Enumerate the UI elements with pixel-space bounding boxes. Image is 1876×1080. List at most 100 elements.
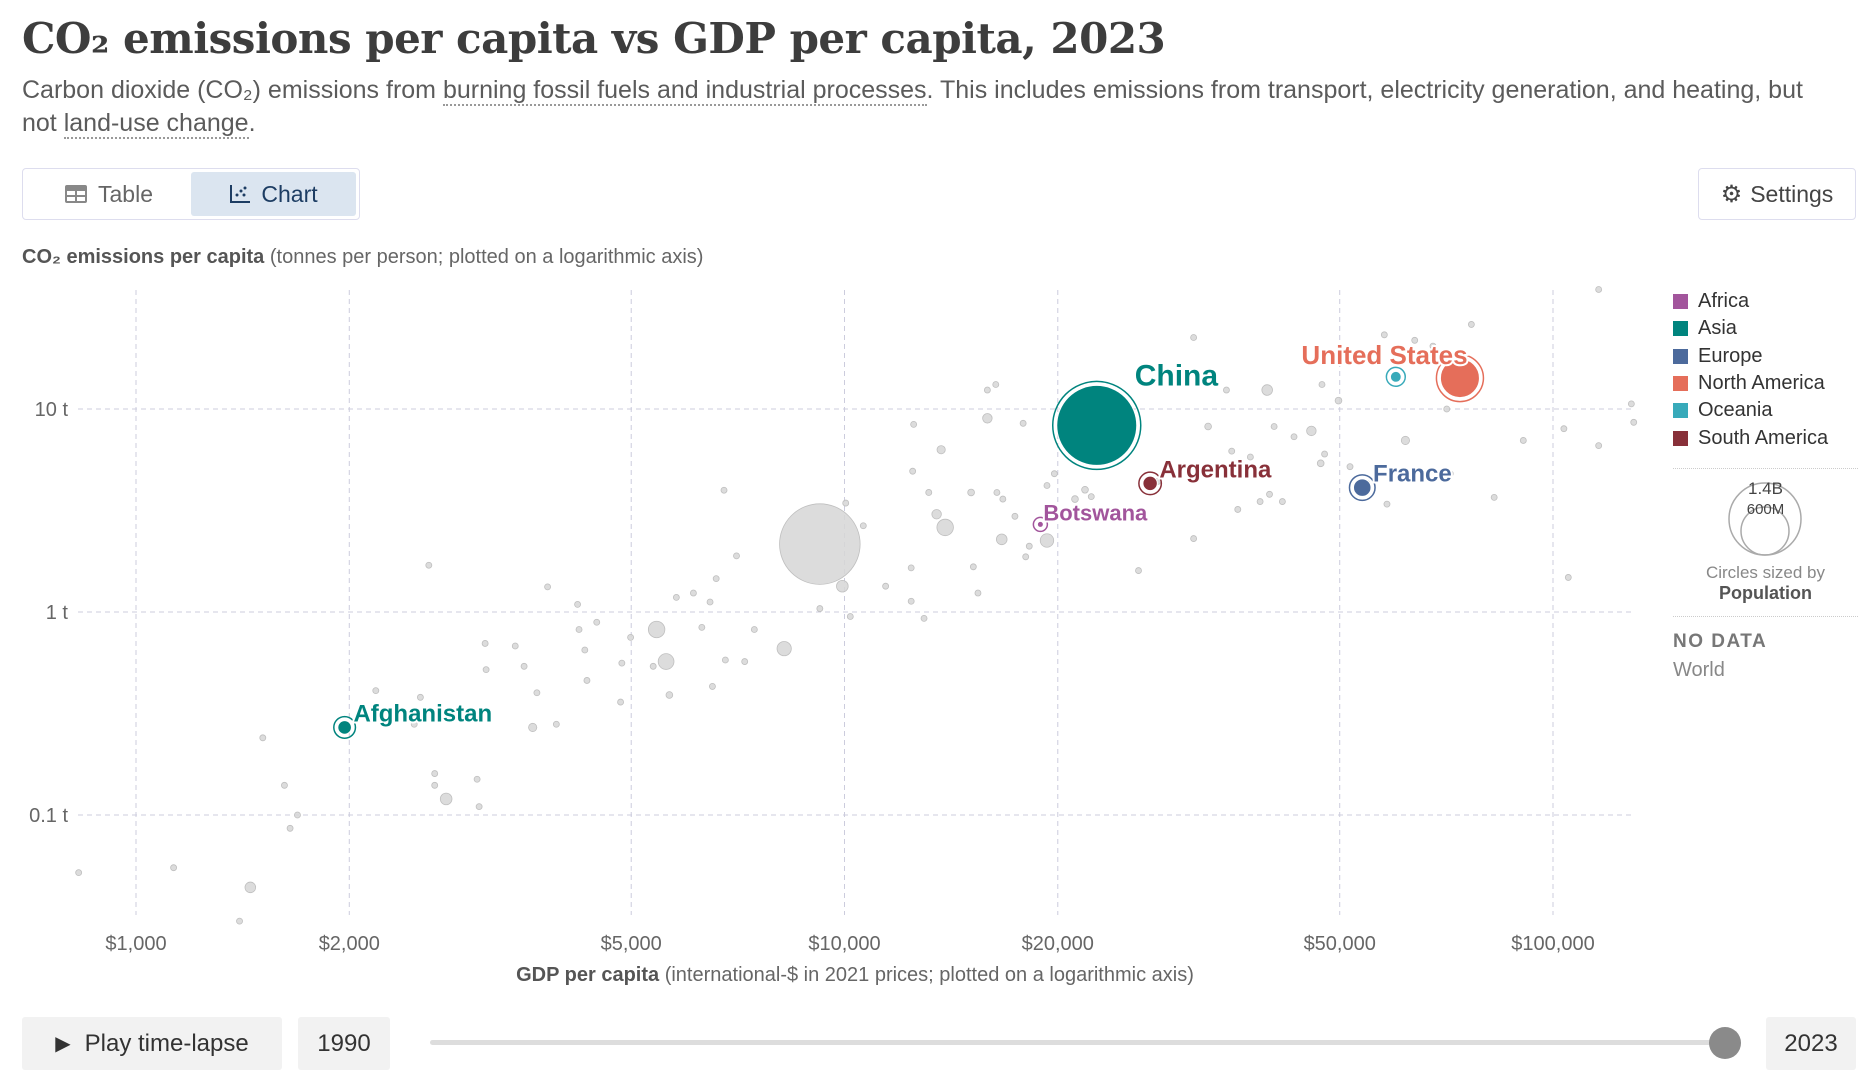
data-point: [846, 613, 854, 620]
data-point: [1627, 400, 1635, 408]
subtitle-text: . This includes emissions from transport…: [22, 76, 1803, 137]
data-point: [1443, 405, 1451, 413]
data-point: [1560, 425, 1568, 433]
highlight-ring: [1051, 380, 1142, 471]
data-point: [1022, 553, 1030, 561]
timeline-track[interactable]: [430, 1040, 1725, 1045]
x-tick-label: $100,000: [1511, 933, 1594, 955]
legend-label: Asia: [1698, 317, 1737, 340]
legend-item-africa[interactable]: Africa: [1673, 288, 1858, 315]
y-tick-label: 10 t: [35, 399, 69, 421]
tab-chart[interactable]: Chart: [191, 172, 356, 216]
data-point: [581, 646, 589, 654]
data-point: [259, 734, 267, 742]
data-point: [372, 687, 380, 695]
data-point: [425, 561, 433, 569]
data-point: [909, 467, 917, 475]
data-point: [528, 722, 538, 732]
x-tick-label: $5,000: [601, 933, 662, 955]
data-point: [983, 386, 991, 394]
data-point: [779, 503, 861, 585]
data-point: [482, 666, 490, 674]
data-point: [1190, 535, 1198, 542]
start-year-button[interactable]: 1990: [298, 1017, 390, 1070]
data-point: [1019, 419, 1027, 427]
data-point: [439, 792, 453, 806]
legend-swatch: [1673, 321, 1688, 337]
legend-item-south-america[interactable]: South America: [1673, 424, 1858, 451]
data-point: [1316, 459, 1325, 468]
data-point-oceania: [1389, 370, 1402, 383]
legend-item-asia[interactable]: Asia: [1673, 315, 1858, 342]
subtitle-text: Carbon dioxide (CO₂) emissions from: [22, 76, 443, 104]
data-point: [583, 677, 591, 684]
data-point: [1318, 381, 1326, 388]
data-point: [1306, 425, 1317, 437]
data-point: [967, 488, 975, 497]
data-point-argentina: [1142, 475, 1158, 492]
data-point: [936, 445, 946, 455]
data-point: [647, 620, 666, 639]
gear-icon: ⚙: [1720, 180, 1743, 208]
data-point: [1564, 574, 1572, 581]
legend-item-oceania[interactable]: Oceania: [1673, 397, 1858, 424]
data-point: [170, 864, 178, 872]
highlight-ring: [1435, 353, 1485, 403]
data-point: [1446, 470, 1454, 478]
data-point: [698, 623, 706, 631]
data-point: [816, 605, 824, 612]
legend: Africa Asia Europe North America Oceania Sout…: [1673, 288, 1858, 682]
legend-item-north-america[interactable]: North America: [1673, 370, 1858, 397]
data-point: [931, 509, 942, 520]
data-point: [1519, 437, 1527, 444]
table-icon: [65, 185, 87, 203]
data-point: [1595, 286, 1603, 293]
x-tick-label: $50,000: [1304, 933, 1376, 955]
land-use-link[interactable]: land-use change: [63, 109, 249, 139]
data-point: [574, 601, 581, 608]
legend-divider: [1673, 615, 1858, 617]
play-timelapse-button[interactable]: ▶ Play time-lapse: [22, 1017, 282, 1070]
data-point: [1278, 498, 1286, 505]
x-tick-label: $2,000: [319, 933, 380, 955]
no-data-item[interactable]: World: [1673, 658, 1725, 681]
timeline-handle[interactable]: [1709, 1027, 1741, 1059]
sized-by-prefix: Circles sized by: [1705, 562, 1826, 582]
size-legend: 1.4B 600M: [1673, 469, 1858, 559]
data-point: [544, 583, 551, 591]
data-point: [1290, 433, 1298, 441]
legend-item-europe[interactable]: Europe: [1673, 343, 1858, 370]
point-label: China: [1135, 359, 1219, 392]
data-point: [993, 489, 1001, 496]
legend-label: Oceania: [1698, 399, 1773, 422]
legend-label: Africa: [1698, 290, 1750, 313]
data-point: [907, 564, 915, 572]
data-point: [982, 413, 993, 424]
highlight-ring: [1032, 516, 1049, 533]
data-point: [575, 626, 583, 633]
data-point: [1228, 447, 1236, 455]
data-point: [706, 598, 714, 606]
data-point: [665, 691, 674, 699]
x-tick-label: $1,000: [105, 933, 166, 955]
x-tick-label: $20,000: [1022, 933, 1094, 955]
settings-label: Settings: [1750, 180, 1834, 207]
tab-table[interactable]: Table: [26, 172, 191, 216]
data-point: [244, 881, 257, 894]
data-point: [627, 633, 635, 641]
legend-swatch: [1673, 294, 1688, 310]
data-point: [1256, 498, 1264, 505]
size-legend-circles: [1728, 482, 1802, 556]
data-point: [907, 597, 915, 605]
settings-button[interactable]: ⚙ Settings: [1698, 168, 1856, 220]
legend-label: North America: [1698, 372, 1825, 395]
data-point: [1081, 486, 1089, 494]
scatter-plot: $1,000 $2,000 $5,000 $10,000 $20,000 $50,000 $…: [29, 286, 1638, 955]
fossil-fuels-link[interactable]: burning fossil fuels and industrial proc…: [442, 76, 927, 106]
end-year-button[interactable]: 2023: [1766, 1017, 1856, 1070]
data-point: [1411, 336, 1419, 344]
data-point-france: [1352, 478, 1372, 497]
data-point: [593, 618, 601, 626]
point-label: Afghanistan: [353, 700, 492, 727]
data-point: [996, 533, 1008, 546]
